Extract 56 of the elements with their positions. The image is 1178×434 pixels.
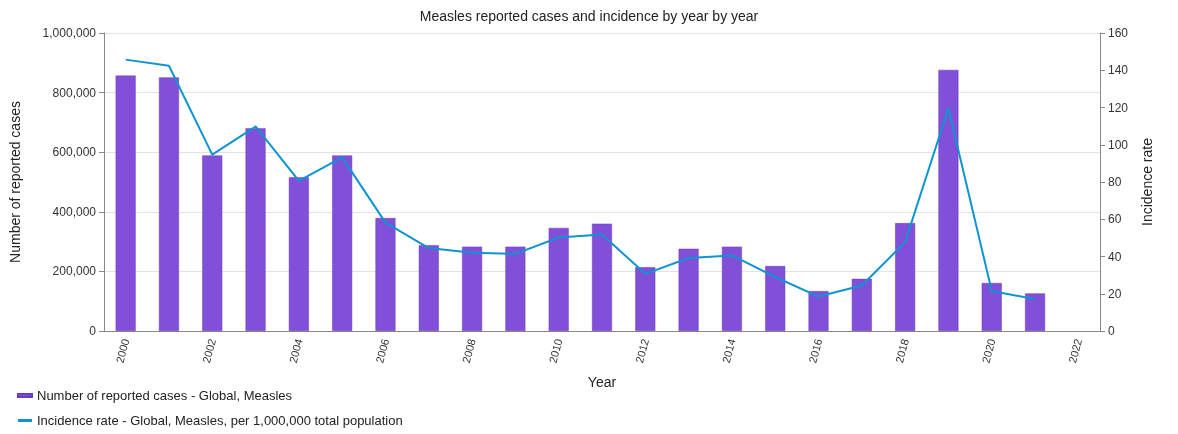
x-tick-label: 2002 <box>200 337 219 365</box>
bar <box>721 246 742 331</box>
y-tick-label: 200,000 <box>52 264 97 279</box>
y2-tick-label: 100 <box>1108 137 1129 152</box>
bar <box>895 223 916 331</box>
x-tick-label: 2014 <box>719 337 738 365</box>
y-tick-label: 600,000 <box>52 145 97 160</box>
y2-tick-label: 140 <box>1108 63 1129 78</box>
bar <box>462 246 483 331</box>
x-tick-label: 2012 <box>633 337 652 365</box>
legend-label: Number of reported cases - Global, Measles <box>37 388 293 403</box>
y-tick-label: 0 <box>89 324 97 338</box>
chart-title: Measles reported cases and incidence by year by year <box>419 8 759 24</box>
bar <box>592 223 612 331</box>
bar <box>548 227 569 331</box>
bar <box>375 218 396 331</box>
y2-tick-label: 0 <box>1108 324 1115 338</box>
bar <box>765 266 786 331</box>
x-tick-label: 2016 <box>806 337 825 365</box>
bar <box>115 75 136 331</box>
bar <box>418 245 439 331</box>
bar <box>288 177 309 331</box>
y2-axis-title: Incidence rate <box>1139 137 1155 226</box>
y-tick-label: 400,000 <box>52 204 97 219</box>
x-axis-title: Year <box>587 374 617 390</box>
bar <box>245 128 266 331</box>
line-series <box>124 58 1037 301</box>
y-axis-title: Number of reported cases <box>7 101 23 263</box>
x-tick-label: 2010 <box>546 337 565 365</box>
bar <box>635 267 656 331</box>
y2-tick-label: 120 <box>1108 100 1129 115</box>
x-tick-label: 2018 <box>892 337 911 365</box>
x-tick-label: 2004 <box>286 337 305 365</box>
bar <box>158 77 179 331</box>
bar <box>981 283 1002 331</box>
x-tick-label: 2006 <box>373 337 392 365</box>
bar <box>332 155 353 331</box>
legend-label: Incidence rate - Global, Measles, per 1,000,000 total population <box>37 413 403 428</box>
bar <box>505 246 526 331</box>
x-tick-label: 2022 <box>1066 337 1085 365</box>
y-tick-label: 1,000,000 <box>42 26 97 40</box>
y-tick-label: 800,000 <box>52 85 97 100</box>
x-tick-label: 2000 <box>113 337 132 365</box>
bar <box>851 278 872 331</box>
y2-tick-label: 40 <box>1108 249 1122 264</box>
y2-tick-label: 80 <box>1108 175 1122 189</box>
x-tick-label: 2020 <box>979 337 998 365</box>
bar <box>1025 293 1046 331</box>
bar <box>202 155 223 331</box>
bar <box>938 69 959 331</box>
x-tick-label: 2008 <box>459 337 478 365</box>
bar <box>808 291 829 331</box>
y2-tick-label: 20 <box>1108 286 1122 301</box>
bar <box>678 248 699 331</box>
y2-tick-label: 60 <box>1108 212 1122 227</box>
y2-tick-label: 160 <box>1108 26 1129 40</box>
